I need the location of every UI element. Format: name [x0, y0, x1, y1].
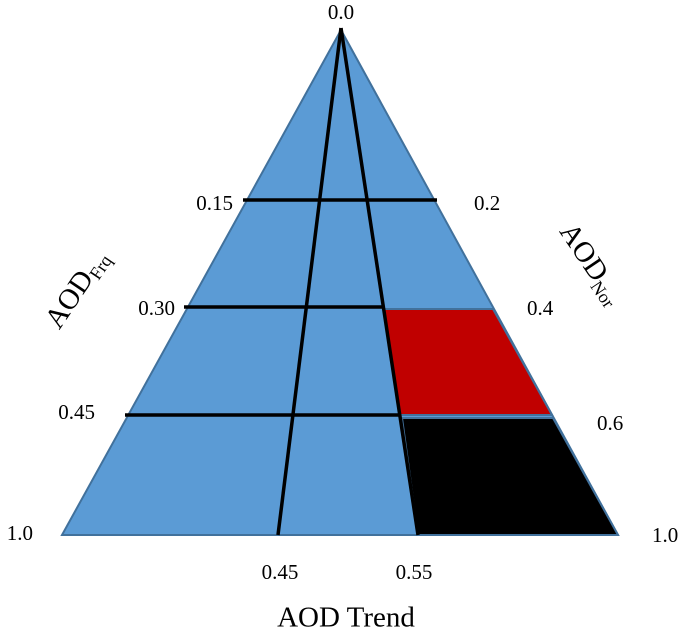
left-tick: 0.45 [58, 400, 95, 424]
bottom-tick: 0.55 [396, 560, 433, 584]
left-tick: 0.15 [196, 191, 233, 215]
left-axis-title: AODFrq [38, 243, 116, 335]
bottom-axis-title: AOD Trend [277, 602, 415, 634]
right-axis-title: AODNor [551, 217, 630, 312]
right-tick: 1.0 [652, 523, 678, 547]
apex-label: 0.0 [328, 0, 354, 24]
grid-line [276, 27, 343, 536]
right-tick: 0.2 [474, 191, 500, 215]
left-tick: 0.30 [138, 296, 175, 320]
title-main: AOD [553, 217, 615, 287]
grid-line [339, 27, 420, 536]
black-region [400, 417, 620, 536]
left-tick: 1.0 [7, 521, 33, 545]
right-tick: 0.6 [597, 411, 623, 435]
right-tick: 0.4 [527, 296, 554, 320]
grid-lines [125, 27, 437, 536]
bottom-tick: 0.45 [262, 560, 299, 584]
red-region [382, 308, 554, 416]
